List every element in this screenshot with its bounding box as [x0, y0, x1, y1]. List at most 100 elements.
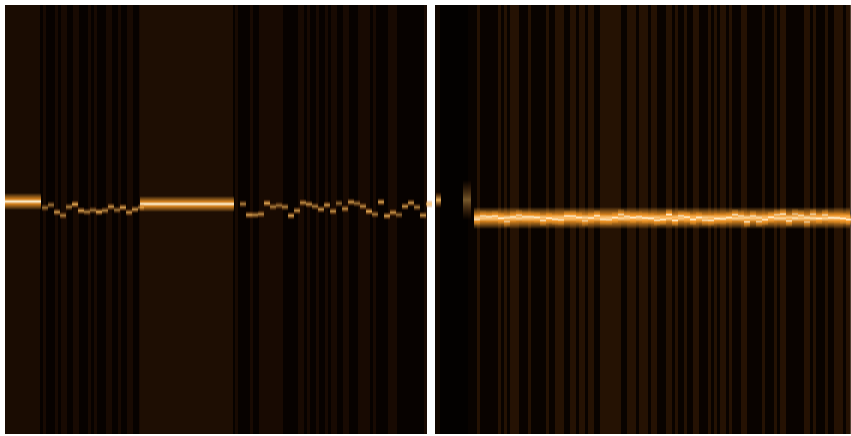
stripe	[340, 5, 343, 434]
stripe	[268, 5, 271, 434]
band-segment	[408, 199, 414, 207]
stripe	[358, 5, 361, 434]
stripe	[55, 5, 58, 434]
stripe	[328, 5, 331, 434]
band-segment	[594, 210, 600, 222]
band-segment	[138, 203, 144, 211]
band-segment	[558, 214, 564, 226]
band-segment	[120, 203, 126, 211]
stripe	[244, 5, 247, 434]
band-segment	[420, 211, 426, 219]
left-block	[5, 5, 40, 434]
band-segment	[792, 208, 798, 220]
band-segment	[426, 200, 432, 208]
band-segment	[324, 201, 330, 209]
band-segment	[624, 210, 630, 222]
stripe	[415, 5, 418, 434]
stripe	[304, 5, 307, 434]
stripe	[424, 5, 427, 434]
stripe	[76, 5, 79, 434]
band-segment	[612, 212, 618, 224]
stripe	[370, 5, 373, 434]
band-segment	[354, 199, 360, 207]
band-segment	[732, 209, 738, 221]
stripe	[412, 5, 415, 434]
band-segment	[678, 210, 684, 222]
stripe	[310, 5, 313, 434]
band-segment	[126, 208, 132, 216]
stripe	[346, 5, 349, 434]
band-segment	[708, 214, 714, 226]
stripe	[43, 5, 46, 434]
stripe	[471, 5, 474, 434]
band-segment	[534, 211, 540, 223]
band-segment	[342, 205, 348, 213]
stripe	[313, 5, 316, 434]
stripe	[352, 5, 355, 434]
band-segment	[750, 210, 756, 222]
band-segment	[282, 203, 288, 211]
stripe	[127, 5, 130, 434]
stripe	[106, 5, 109, 434]
stripe	[319, 5, 322, 434]
band-segment	[552, 213, 558, 225]
stripe	[298, 5, 301, 434]
band-segment	[648, 212, 654, 224]
stripe	[361, 5, 364, 434]
band-segment	[588, 212, 594, 224]
stripe	[280, 5, 283, 434]
stripe	[49, 5, 52, 434]
stripe	[82, 5, 85, 434]
band-segment	[546, 212, 552, 224]
stripe	[325, 5, 328, 434]
band-segment	[102, 207, 108, 215]
stripe	[379, 5, 382, 434]
stripe	[88, 5, 91, 434]
band-segment	[480, 210, 486, 222]
stripe	[337, 5, 340, 434]
stripe	[241, 5, 244, 434]
band-segment	[252, 211, 258, 219]
band-segment	[840, 213, 846, 225]
band	[436, 192, 441, 208]
left-block	[140, 5, 233, 434]
band-segment	[642, 212, 648, 224]
band-segment	[474, 214, 480, 226]
band-segment	[384, 212, 390, 220]
band-segment	[372, 210, 378, 218]
band-segment	[300, 199, 306, 207]
stripe	[331, 5, 334, 434]
scene	[0, 0, 851, 436]
band-segment	[348, 198, 354, 206]
stripe	[91, 5, 94, 434]
band-segment	[666, 209, 672, 221]
band-segment	[768, 211, 774, 223]
stripe	[421, 5, 424, 434]
band-segment	[54, 208, 60, 216]
stripe	[274, 5, 277, 434]
band-segment	[276, 201, 282, 209]
stripe	[271, 5, 274, 434]
band-segment	[600, 214, 606, 226]
band-segment	[720, 213, 726, 225]
band	[5, 193, 41, 210]
stripe	[391, 5, 394, 434]
band-segment	[288, 212, 294, 220]
stripe	[376, 5, 379, 434]
band-segment	[804, 216, 810, 228]
stripe	[79, 5, 82, 434]
stripe	[364, 5, 367, 434]
stripe	[112, 5, 115, 434]
band-segment	[522, 211, 528, 223]
band-segment	[246, 211, 252, 219]
band-segment	[630, 212, 636, 224]
band-segment	[66, 203, 72, 211]
stripe	[73, 5, 76, 434]
band-segment	[270, 203, 276, 211]
stripe	[97, 5, 100, 434]
band-segment	[60, 212, 66, 220]
stripe	[100, 5, 103, 434]
stripe	[235, 5, 238, 434]
band-segment	[570, 210, 576, 222]
band-segment	[132, 205, 138, 213]
